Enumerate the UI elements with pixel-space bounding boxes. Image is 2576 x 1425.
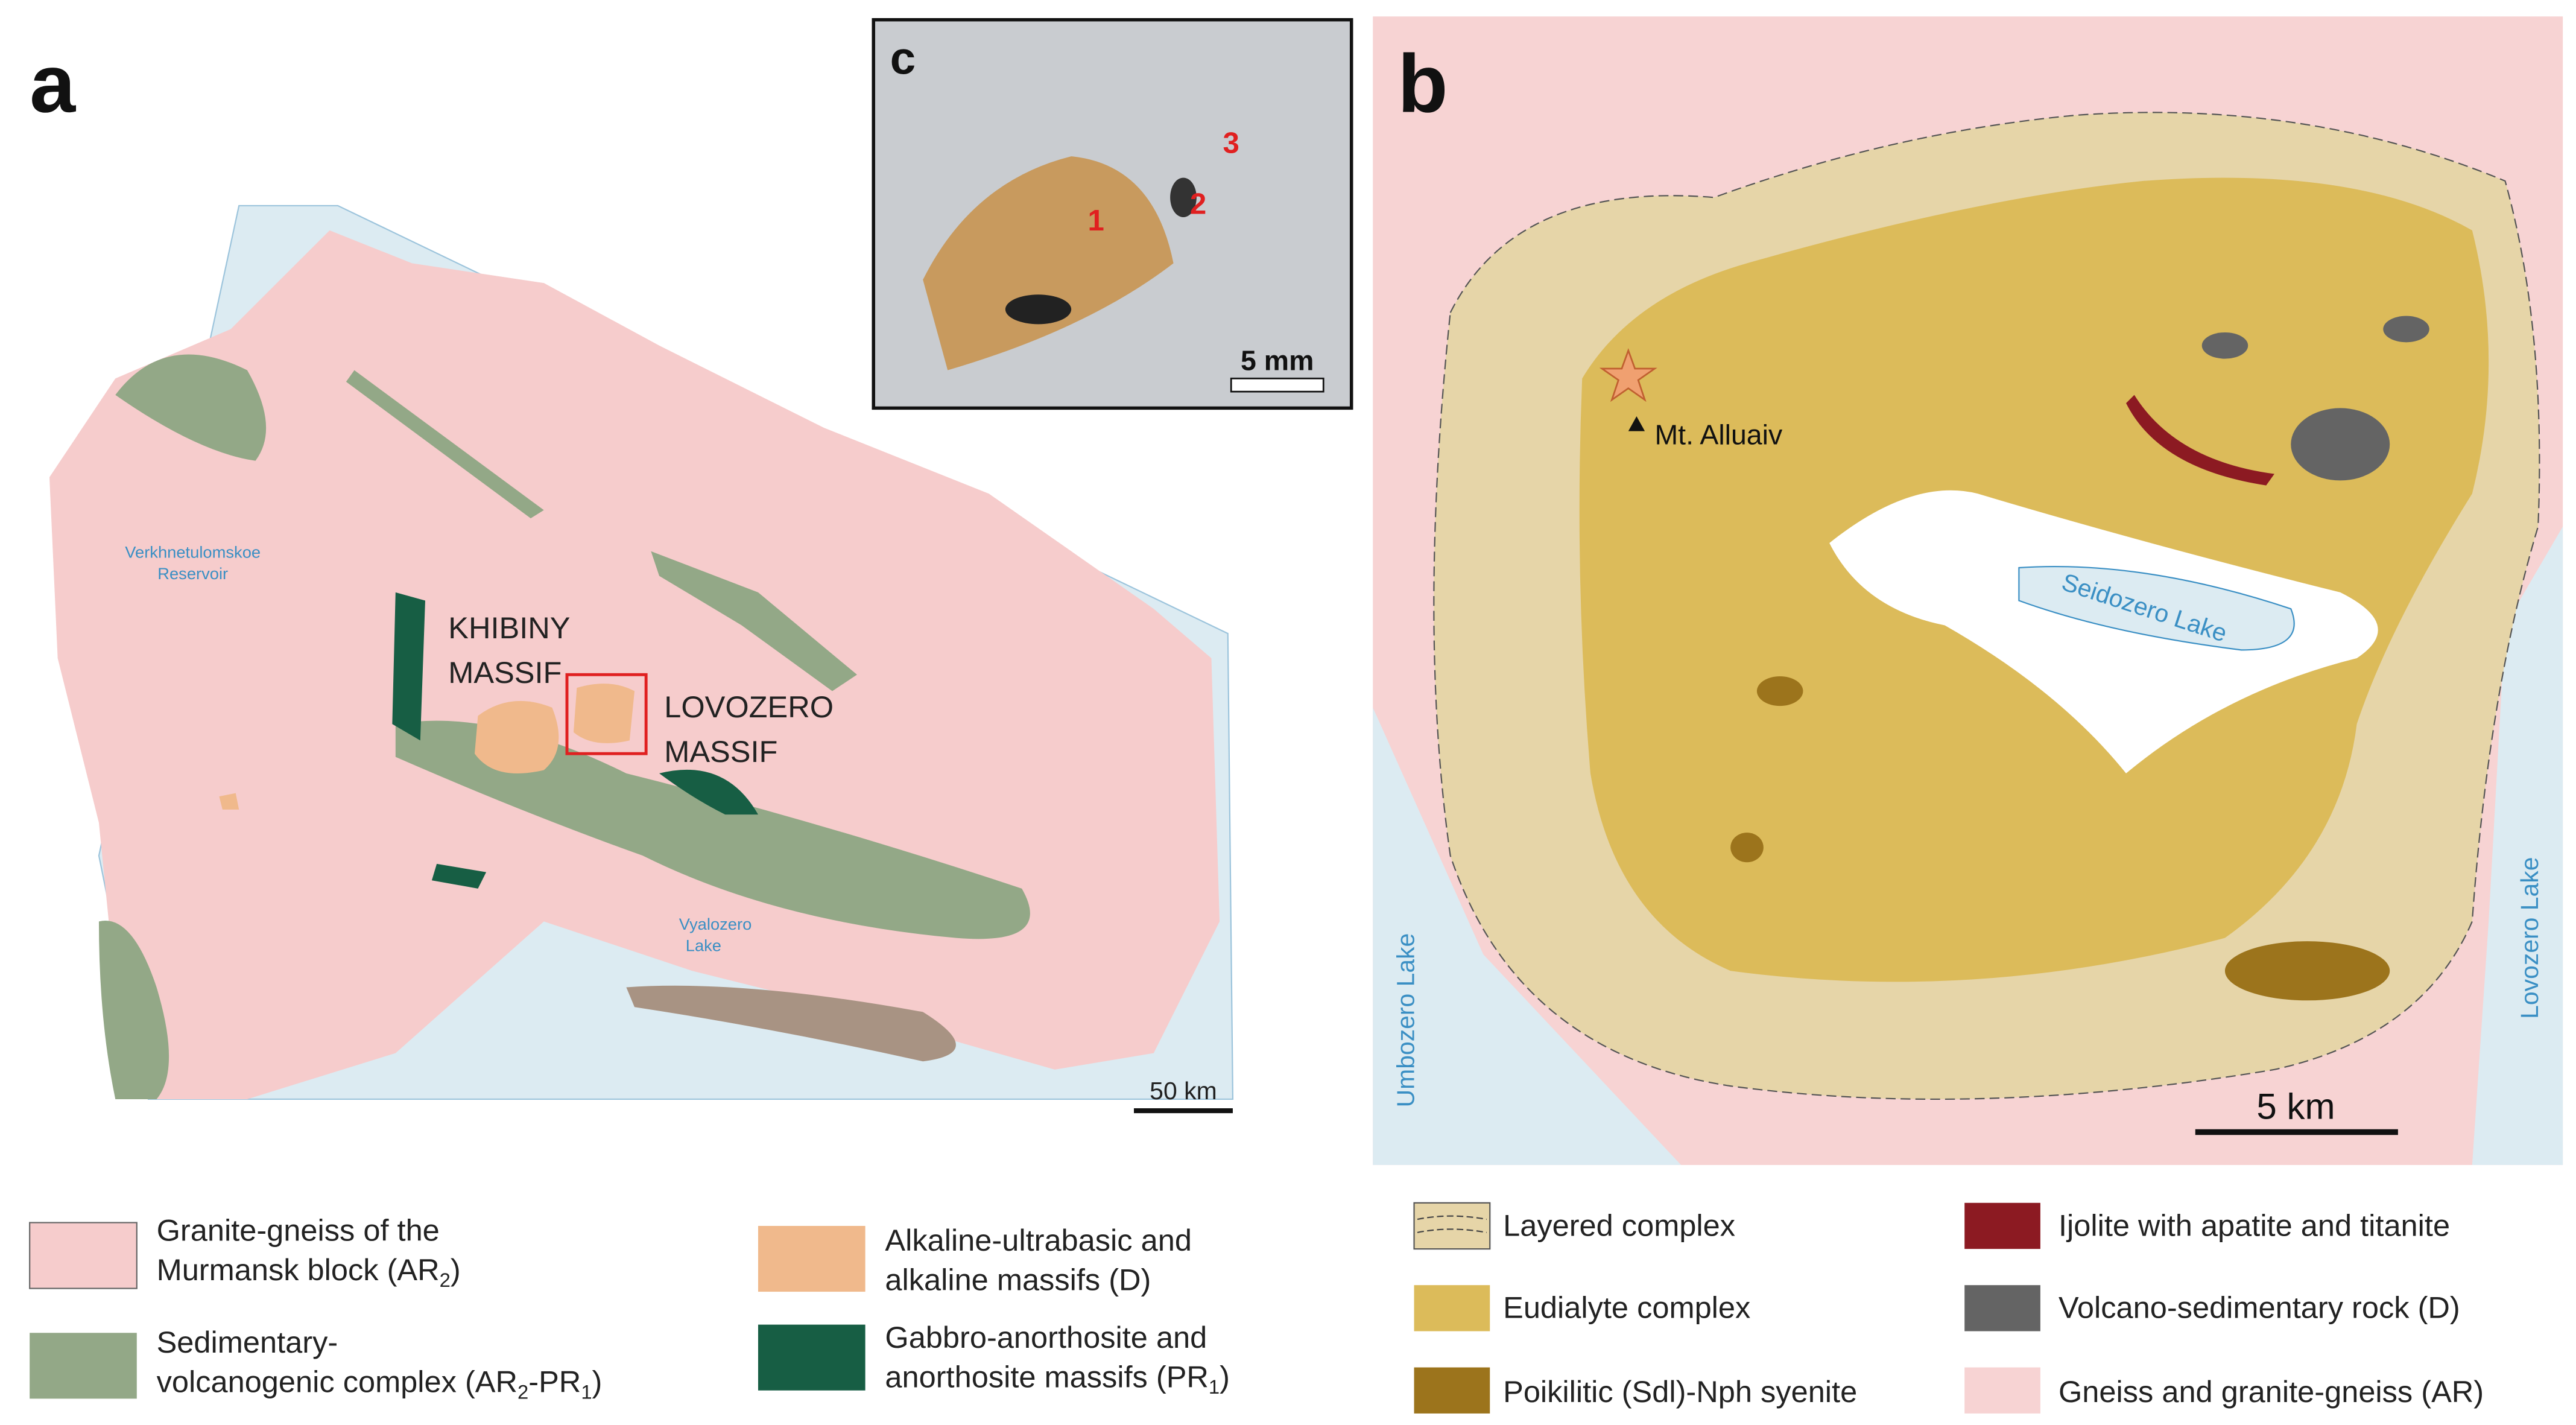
place-label: Vyalozero Lake (679, 915, 752, 954)
panel-label: c (890, 33, 916, 84)
legend-label: Gabbro-anorthosite and anorthosite massif… (885, 1320, 1230, 1398)
legend-swatch (1964, 1367, 2040, 1414)
legend-label: Gneiss and granite-gneiss (AR) (2059, 1374, 2484, 1409)
place-label: Umbozero Lake (1392, 933, 1420, 1108)
legend-label: Eudialyte complex (1503, 1290, 1750, 1325)
legend-a: Granite-gneiss of the Murmansk block (AR2… (29, 1213, 1230, 1403)
sedimentary-area (651, 551, 857, 691)
poikilitic-syenite (1756, 676, 1803, 706)
lake (2018, 565, 2295, 651)
inset-box (565, 673, 648, 755)
lake (1373, 707, 1682, 1166)
panel-label: b (1397, 37, 1448, 130)
legend-swatch (758, 1324, 866, 1391)
volcano-sedimentary (2383, 316, 2429, 343)
place-label: Verkhnetulomskoe Reservoir (125, 543, 261, 583)
alkaline-massif (474, 700, 559, 774)
legend-swatch (30, 1333, 137, 1399)
lake (2472, 526, 2563, 1166)
photo-c: c 1 2 3 5 mm (872, 18, 1353, 410)
lake (1829, 490, 2378, 773)
mineral-grain (923, 156, 1174, 370)
mineral-grain (1005, 294, 1072, 325)
sedimentary-area (98, 921, 169, 1099)
legend-swatch (1414, 1285, 1490, 1331)
point-label: 1 (1087, 205, 1104, 237)
legend-swatch (1964, 1285, 2040, 1331)
place-label: LOVOZERO MASSIF (664, 690, 834, 769)
gabbro-anorthosite (431, 863, 487, 889)
poikilitic-syenite (1730, 833, 1764, 863)
point-label: 2 (1190, 188, 1206, 221)
legend-swatch (758, 1225, 866, 1292)
legend-swatch (1413, 1202, 1491, 1250)
legend-label: Alkaline-ultrabasic and alkaline massifs … (885, 1223, 1192, 1296)
ijolite (2126, 395, 2274, 486)
legend-label: Layered complex (1503, 1208, 1735, 1242)
sedimentary-area (395, 720, 1030, 939)
panel-label: a (30, 37, 76, 130)
legend-label: Granite-gneiss of the Murmansk block (AR2… (157, 1213, 461, 1291)
peak-marker (1628, 416, 1645, 431)
scale-label: 50 km (1150, 1077, 1217, 1105)
legend-b: Layered complex Eudialyte complex Poikil… (1413, 1202, 2484, 1414)
volcano-sedimentary (2201, 332, 2248, 359)
legend-label: Poikilitic (Sdl)-Nph syenite (1503, 1374, 1857, 1409)
legend-swatch (1964, 1202, 2040, 1249)
alkaline-massif (573, 684, 635, 743)
map-a: Verkhnetulomskoe Reservoir KHIBINY MASSIF … (30, 37, 1234, 1114)
gabbro-anorthosite (659, 769, 758, 815)
place-label: Lovozero Lake (2516, 857, 2543, 1019)
legend-label: Volcano-sedimentary rock (D) (2059, 1290, 2460, 1325)
legend-swatch (1414, 1367, 1490, 1414)
map-b: Mt. Alluaiv Seidozero Lake Umbozero Lake… (1373, 16, 2563, 1166)
sedimentary-area (626, 985, 956, 1062)
place-label: Mt. Alluaiv (1654, 419, 1782, 450)
poikilitic-syenite (2224, 941, 2390, 1001)
legend-label: Ijolite with apatite and titanite (2059, 1208, 2450, 1242)
point-label: 3 (1223, 127, 1239, 160)
volcano-sedimentary (2291, 408, 2390, 481)
scale-bar (1230, 377, 1324, 393)
place-label: KHIBINY MASSIF (448, 611, 570, 690)
mineral-grain (1170, 177, 1197, 218)
sample-site (1599, 348, 1657, 402)
sedimentary-area (115, 354, 267, 461)
gabbro-anorthosite (392, 592, 426, 741)
scale-label: 5 km (2256, 1087, 2335, 1127)
alkaline-massif (219, 793, 239, 810)
sedimentary-area (346, 370, 544, 519)
legend-pattern (1417, 1215, 1487, 1233)
scale-label: 5 mm (1241, 345, 1314, 376)
legend-label: Sedimentary-volcanogenic complex (AR2-PR… (157, 1325, 603, 1403)
legend-swatch (29, 1222, 138, 1289)
